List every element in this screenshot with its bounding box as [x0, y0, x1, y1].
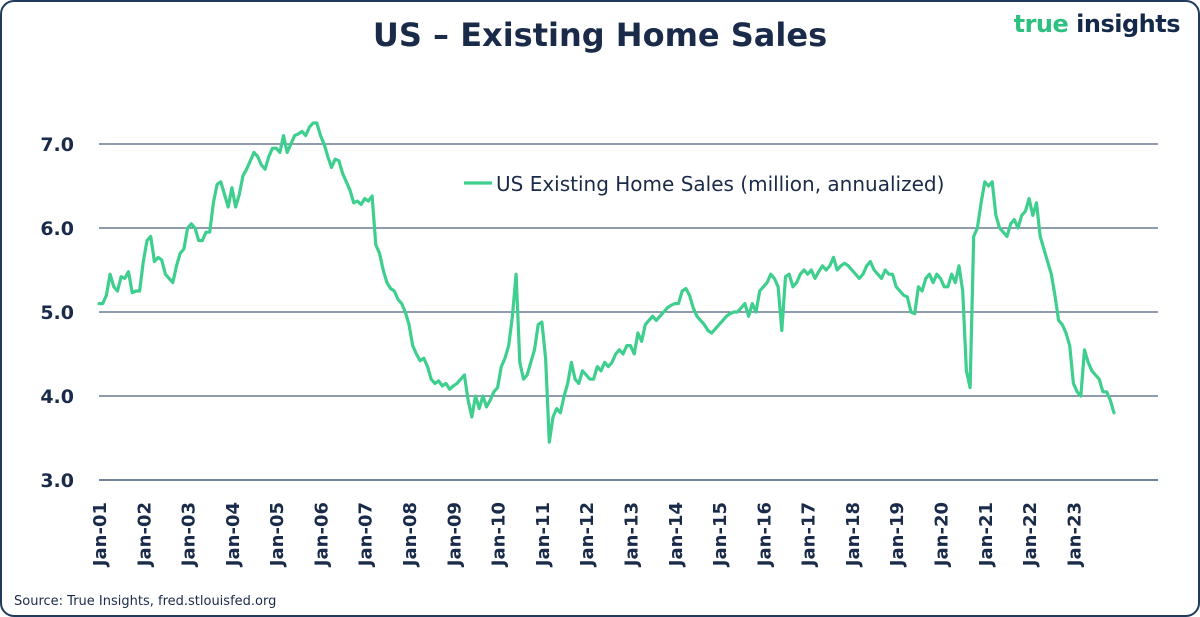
x-tick-label: Jan-01 [90, 502, 111, 568]
x-tick-label: Jan-05 [267, 502, 288, 568]
brand-word-true: true [1013, 10, 1069, 38]
x-tick-label: Jan-04 [223, 502, 244, 568]
y-tick-label: 7.0 [40, 134, 74, 156]
chart-title: US – Existing Home Sales [372, 16, 828, 54]
x-tick-label: Jan-08 [400, 502, 421, 568]
x-tick-label: Jan-22 [1020, 502, 1041, 568]
series-group [97, 121, 1116, 444]
y-axis-ticks: 3.0 4.0 5.0 6.0 7.0 [40, 134, 74, 492]
y-tick-label: 6.0 [40, 218, 74, 240]
x-tick-label: Jan-21 [976, 502, 997, 568]
legend-label: US Existing Home Sales (million, annuali… [496, 172, 944, 196]
x-tick-label: Jan-11 [533, 502, 554, 568]
brand-logo: true insights [1013, 10, 1181, 38]
x-tick-label: Jan-10 [489, 502, 510, 568]
y-tick-label: 4.0 [40, 386, 74, 408]
x-tick-label: Jan-17 [799, 502, 820, 568]
y-tick-label: 3.0 [40, 470, 74, 492]
x-tick-label: Jan-09 [444, 502, 465, 568]
x-tick-label: Jan-18 [843, 502, 864, 568]
x-tick-label: Jan-07 [356, 502, 377, 568]
x-tick-label: Jan-23 [1064, 502, 1085, 568]
x-tick-label: Jan-03 [179, 502, 200, 568]
source-note: Source: True Insights, fred.stlouisfed.o… [14, 594, 277, 609]
x-tick-label: Jan-12 [577, 502, 598, 568]
grid-lines [99, 143, 1158, 481]
x-tick-label: Jan-16 [754, 502, 775, 568]
brand-word-insights: insights [1076, 10, 1180, 38]
x-tick-label: Jan-02 [134, 502, 155, 568]
x-tick-label: Jan-06 [311, 502, 332, 568]
x-axis-ticks: Jan-01 Jan-02 Jan-03 Jan-04 Jan-05 Jan-06 Jan-… [90, 502, 1085, 568]
x-tick-label: Jan-13 [621, 502, 642, 568]
legend: US Existing Home Sales (million, annuali… [464, 172, 944, 196]
y-tick-label: 5.0 [40, 302, 74, 324]
x-tick-label: Jan-19 [887, 502, 908, 568]
series-line-existing-home-sales [97, 121, 1116, 444]
x-tick-label: Jan-14 [666, 502, 687, 568]
x-tick-label: Jan-15 [710, 502, 731, 568]
x-tick-label: Jan-20 [932, 502, 953, 568]
